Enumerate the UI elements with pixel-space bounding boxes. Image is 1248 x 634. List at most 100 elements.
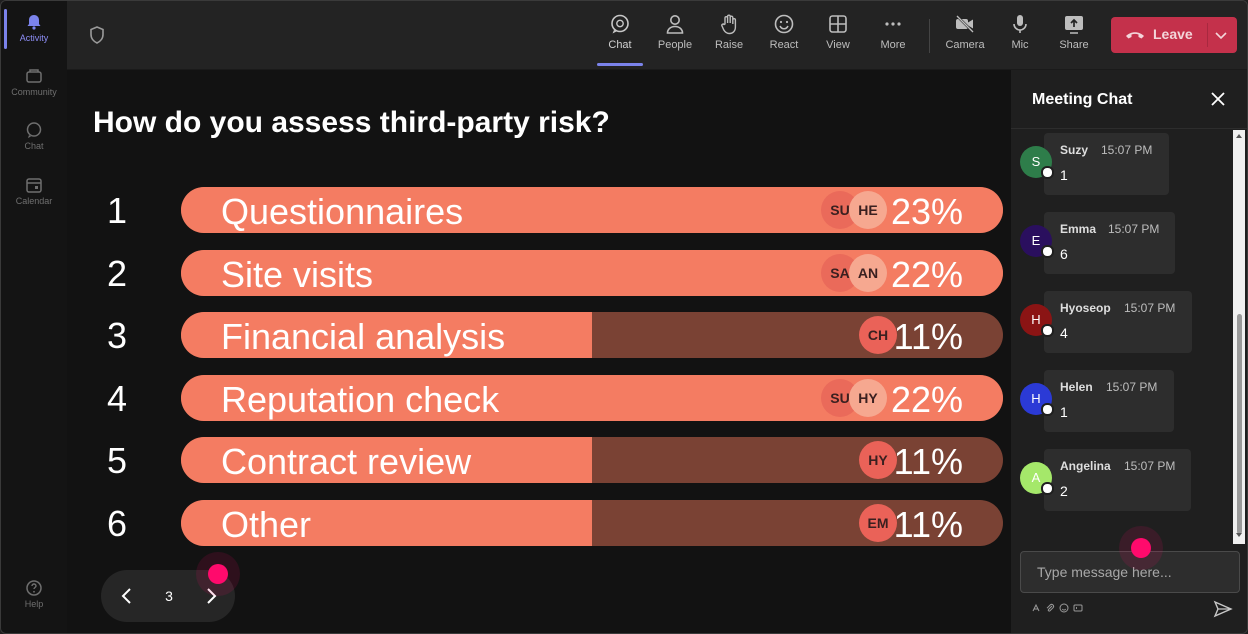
toolbar-raise-button[interactable]: Raise — [704, 11, 754, 63]
toolbar-divider — [929, 19, 930, 53]
presence-status-dot — [1041, 166, 1054, 179]
avatar[interactable]: E — [1020, 225, 1054, 258]
rail-active-indicator — [4, 9, 7, 49]
send-icon[interactable] — [1213, 600, 1233, 618]
scroll-down-arrow-icon[interactable] — [1235, 531, 1243, 539]
poll-option-bar: Site visits SA AN 22% — [181, 250, 1003, 296]
chat-message-text: 6 — [1060, 246, 1068, 262]
presence-status-dot — [1041, 482, 1054, 495]
emoji-icon[interactable] — [1059, 603, 1069, 613]
toolbar-button-label: View — [826, 39, 850, 51]
poll-option-percent: 11% — [893, 441, 963, 482]
poll-option-fill — [181, 500, 592, 546]
avatar[interactable]: S — [1020, 146, 1054, 179]
avatar[interactable]: H — [1020, 304, 1054, 337]
toolbar-button-label: React — [769, 39, 799, 51]
avatar-initial: E — [1031, 233, 1041, 248]
poll-option-bar: Contract review HY 11% — [181, 437, 1003, 483]
chat-message-text: 1 — [1060, 167, 1068, 183]
chat-message-bubble: Hyoseop 15:07 PM 4 — [1044, 291, 1192, 353]
chat-scrollbar-thumb[interactable] — [1237, 314, 1242, 534]
pointer-indicator — [1131, 538, 1151, 558]
gif-icon[interactable] — [1073, 603, 1083, 613]
toolbar-button-label: People — [657, 39, 693, 51]
chat-timestamp: 15:07 PM — [1101, 143, 1153, 157]
help-icon — [26, 580, 42, 596]
community-icon — [26, 69, 42, 83]
toolbar-chat-button[interactable]: Chat — [595, 11, 645, 63]
chat-title: Meeting Chat — [1032, 91, 1133, 108]
poll-option-number: 2 — [107, 253, 128, 294]
rail-item-label: Chat — [24, 141, 44, 151]
pointer-indicator — [208, 564, 228, 584]
poll-option-label: Questionnaires — [221, 191, 464, 232]
rail-item-label: Help — [24, 599, 44, 609]
rail-item-label: Activity — [19, 33, 49, 43]
poll-option-percent: 11% — [893, 504, 963, 545]
format-text-icon[interactable] — [1031, 603, 1041, 613]
chevron-right-icon[interactable] — [199, 584, 223, 608]
presentation-stage: How do you assess third-party risk? 1 Que… — [67, 70, 1011, 633]
poll-option-fill — [181, 437, 592, 483]
chat-sender-name: Hyoseop — [1060, 301, 1111, 315]
poll-option-percent: 22% — [890, 254, 963, 295]
poll-option-percent: 23% — [890, 191, 963, 232]
scroll-up-arrow-icon[interactable] — [1235, 132, 1243, 140]
chat-timestamp: 15:07 PM — [1124, 459, 1176, 473]
rail-item-label: Calendar — [15, 196, 53, 206]
poll-option-label: Site visits — [221, 254, 374, 295]
chat-message-input[interactable] — [1020, 551, 1240, 593]
toolbar-button-label: More — [880, 39, 906, 51]
toolbar-button-label: Share — [1059, 39, 1089, 51]
toolbar-people-button[interactable]: People — [650, 11, 700, 63]
slide-number: 3 — [165, 588, 173, 604]
toolbar-button-label: Raise — [714, 39, 744, 51]
voter-avatar: HY — [859, 441, 897, 479]
avatar[interactable]: H — [1020, 383, 1054, 416]
poll-option-number: 3 — [107, 315, 128, 356]
poll-question: How do you assess third-party risk? — [93, 106, 610, 139]
rail-item-calendar[interactable]: Calendar — [1, 176, 67, 206]
shield-icon[interactable] — [87, 25, 107, 45]
toolbar-view-button[interactable]: View — [813, 11, 863, 63]
calendar-icon — [26, 178, 42, 193]
rail-item-activity[interactable]: Activity — [1, 13, 67, 43]
rail-item-help[interactable]: Help — [1, 579, 67, 609]
chat-sender-name: Helen — [1060, 380, 1093, 394]
poll-option-label: Reputation check — [221, 379, 500, 420]
rail-item-chat[interactable]: Chat — [1, 121, 67, 151]
toolbar-camera-button[interactable]: Camera — [940, 11, 990, 63]
attach-icon[interactable] — [1045, 603, 1055, 613]
smiley-icon — [774, 14, 794, 34]
poll-option-label: Contract review — [221, 441, 472, 482]
poll-option-bar: Financial analysis CH 11% — [181, 312, 1003, 358]
voter-avatar: EM — [859, 504, 897, 542]
poll-option-number: 6 — [107, 503, 128, 544]
leave-button[interactable]: Leave — [1111, 17, 1237, 53]
chat-sender-name: Suzy — [1060, 143, 1089, 157]
chevron-down-icon[interactable] — [1213, 28, 1229, 42]
camera-off-icon — [956, 15, 974, 33]
chevron-left-icon[interactable] — [115, 584, 139, 608]
toolbar-react-button[interactable]: React — [759, 11, 809, 63]
close-icon[interactable] — [1209, 90, 1227, 108]
rail-item-community[interactable]: Community — [1, 67, 67, 97]
toolbar-share-button[interactable]: Share — [1049, 11, 1099, 63]
avatar-initial: S — [1031, 154, 1041, 169]
active-tab-indicator — [597, 63, 643, 66]
poll-option-bar: Reputation check SU HY 22% — [181, 375, 1003, 421]
poll-option-bar: Other EM 11% — [181, 500, 1003, 546]
meeting-chat-panel: Meeting Chat Suzy 15:07 PM 1 S Emma 15:07 PM 6… — [1011, 70, 1247, 633]
meeting-toolbar: Chat People Raise React View More Camera — [67, 1, 1247, 70]
avatar[interactable]: A — [1020, 462, 1054, 495]
voter-avatar: HY — [849, 379, 887, 417]
people-icon — [666, 15, 684, 34]
leave-button-label: Leave — [1153, 26, 1193, 42]
toolbar-more-button[interactable]: More — [868, 11, 918, 63]
presence-status-dot — [1041, 324, 1054, 337]
chat-header: Meeting Chat — [1011, 70, 1247, 129]
poll-option-number: 5 — [107, 440, 128, 481]
toolbar-mic-button[interactable]: Mic — [995, 11, 1045, 63]
chat-timestamp: 15:07 PM — [1108, 222, 1160, 236]
poll-option-number: 1 — [107, 190, 128, 231]
